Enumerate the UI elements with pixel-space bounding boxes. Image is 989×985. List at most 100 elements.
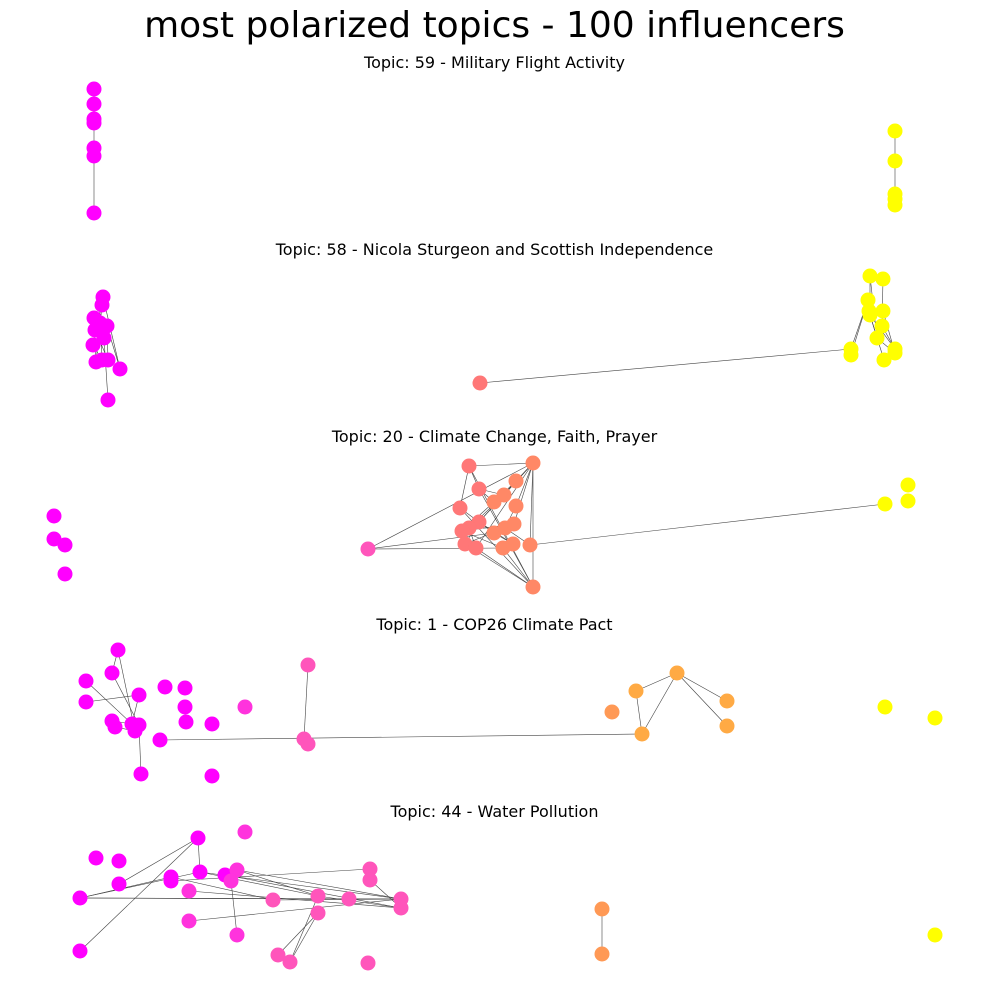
node: [111, 876, 127, 892]
edge: [676, 672, 728, 727]
node: [223, 873, 239, 889]
node: [300, 657, 316, 673]
edge: [277, 912, 319, 956]
node: [131, 687, 147, 703]
nodes: [78, 642, 943, 784]
node: [900, 477, 916, 493]
panel-title: Topic: 44 - Water Pollution: [390, 802, 599, 821]
node: [133, 766, 149, 782]
node: [181, 883, 197, 899]
node: [265, 892, 281, 908]
edge: [188, 890, 402, 909]
edges: [93, 89, 896, 213]
node: [604, 704, 620, 720]
node: [94, 297, 110, 313]
node: [86, 205, 102, 221]
node: [393, 900, 409, 916]
node: [472, 375, 488, 391]
node: [594, 946, 610, 962]
node: [875, 271, 891, 287]
panel-title: Topic: 20 - Climate Change, Faith, Praye…: [331, 427, 658, 446]
node: [505, 536, 521, 552]
panel-5: Topic: 44 - Water Pollution: [72, 802, 943, 971]
node: [887, 153, 903, 169]
node: [628, 683, 644, 699]
node: [862, 307, 878, 323]
node: [100, 392, 116, 408]
node: [57, 566, 73, 582]
edge: [515, 462, 534, 507]
node: [96, 330, 112, 346]
node: [486, 494, 502, 510]
edge: [170, 868, 371, 882]
node: [522, 537, 538, 553]
node: [300, 736, 316, 752]
node: [107, 719, 123, 735]
node: [270, 947, 286, 963]
edges: [92, 275, 896, 401]
node: [204, 716, 220, 732]
node: [86, 148, 102, 164]
node: [72, 890, 88, 906]
node: [362, 861, 378, 877]
node: [634, 726, 650, 742]
node: [862, 268, 878, 284]
edge: [118, 837, 199, 885]
node: [594, 901, 610, 917]
node: [78, 673, 94, 689]
edge: [529, 503, 886, 546]
edge: [475, 547, 534, 588]
edge: [188, 898, 402, 922]
node: [525, 455, 541, 471]
node: [454, 523, 470, 539]
edge: [79, 837, 199, 952]
edge: [159, 733, 643, 741]
edge: [289, 912, 319, 963]
node: [719, 693, 735, 709]
node: [86, 115, 102, 131]
node: [877, 496, 893, 512]
node: [178, 714, 194, 730]
edge: [468, 462, 534, 467]
edge: [103, 337, 109, 401]
node: [100, 352, 116, 368]
panel-3: Topic: 20 - Climate Change, Faith, Praye…: [46, 427, 916, 595]
edge: [529, 462, 534, 546]
node: [46, 508, 62, 524]
nodes: [46, 455, 916, 595]
node: [72, 943, 88, 959]
panel-title: Topic: 1 - COP26 Climate Pact: [375, 615, 612, 634]
nodes: [86, 81, 903, 221]
node: [181, 913, 197, 929]
node: [927, 710, 943, 726]
panel-title: Topic: 58 - Nicola Sturgeon and Scottish…: [275, 240, 714, 259]
node: [471, 481, 487, 497]
node: [85, 337, 101, 353]
edge: [502, 547, 534, 588]
node: [341, 891, 357, 907]
node: [57, 537, 73, 553]
node: [887, 123, 903, 139]
edge: [236, 869, 402, 900]
node: [360, 955, 376, 971]
node: [887, 345, 903, 361]
edge: [79, 871, 201, 899]
node: [876, 352, 892, 368]
node: [508, 473, 524, 489]
edge: [303, 664, 309, 740]
node: [111, 853, 127, 869]
edge: [170, 876, 274, 901]
edges: [79, 837, 603, 963]
node: [127, 723, 143, 739]
node: [229, 862, 245, 878]
edge: [641, 672, 678, 735]
node: [204, 768, 220, 784]
node: [112, 361, 128, 377]
edge: [85, 694, 140, 703]
node: [927, 927, 943, 943]
node: [237, 699, 253, 715]
figure-title: most polarized topics - 100 influencers: [144, 5, 845, 46]
node: [900, 493, 916, 509]
edge: [317, 895, 402, 909]
node: [508, 498, 524, 514]
